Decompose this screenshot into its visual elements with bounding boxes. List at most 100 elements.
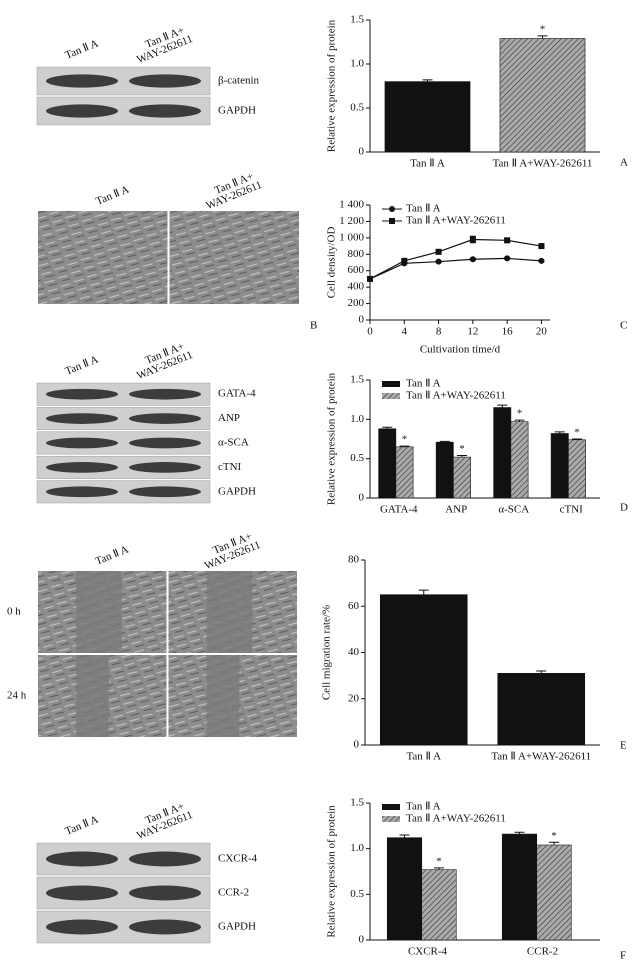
y-tick-label: 600 xyxy=(348,264,365,276)
blot-band xyxy=(129,74,201,88)
panel-letter: E xyxy=(620,740,627,752)
x-tick-label: ANP xyxy=(445,504,467,516)
bar xyxy=(378,428,397,499)
x-tick-label: Tan Ⅱ A+WAY-262611 xyxy=(493,158,593,170)
y-tick-label: 1 200 xyxy=(339,215,364,227)
x-tick-label: 16 xyxy=(502,326,514,338)
blot-band xyxy=(129,104,201,118)
bar xyxy=(497,673,586,746)
legend-label: Tan Ⅱ A+WAY-262611 xyxy=(406,390,506,402)
point xyxy=(469,236,476,243)
bar-hatch xyxy=(395,446,414,498)
annotation: * xyxy=(517,408,523,420)
blot-band xyxy=(46,104,118,118)
bar-hatch xyxy=(499,38,586,153)
x-tick-label: 4 xyxy=(402,326,408,338)
panel-letter: B xyxy=(310,320,317,332)
panel-letter: C xyxy=(620,320,627,332)
error-bar xyxy=(418,589,429,595)
blot-strip xyxy=(36,431,211,455)
bar xyxy=(386,837,423,941)
y-tick-label: 0 xyxy=(359,146,365,158)
y-tick-label: 400 xyxy=(348,281,365,293)
protein-label: α-SCA xyxy=(218,437,249,449)
annotation: * xyxy=(540,23,546,35)
bar-hatch xyxy=(536,845,572,940)
protein-label: GAPDH xyxy=(218,105,256,117)
y-tick-label: 1.5 xyxy=(350,374,364,386)
panel-letter: F xyxy=(620,950,626,962)
legend-swatch xyxy=(382,804,400,810)
point xyxy=(538,243,545,250)
error-bar xyxy=(399,445,410,447)
y-tick-label: 40 xyxy=(348,646,360,658)
lane-label: Tan Ⅱ A xyxy=(64,814,101,838)
y-tick-label: 0.5 xyxy=(350,452,364,464)
legend-swatch xyxy=(382,381,400,387)
x-tick-label: Tan Ⅱ A xyxy=(406,751,441,763)
protein-label: CXCR-4 xyxy=(218,853,258,865)
error-bar xyxy=(457,455,467,458)
lane-label: Tan Ⅱ A xyxy=(64,38,101,62)
y-tick-label: 80 xyxy=(348,554,360,566)
lane-label: Tan Ⅱ A xyxy=(94,184,131,208)
scratch-gap xyxy=(76,655,109,737)
y-tick-label: 1.0 xyxy=(350,58,364,70)
blot-band xyxy=(129,462,201,473)
bar-hatch xyxy=(421,869,457,940)
blot-band xyxy=(129,919,201,935)
point xyxy=(469,256,476,263)
panel-letter: D xyxy=(620,502,628,514)
protein-label: GATA-4 xyxy=(218,388,256,400)
point xyxy=(367,275,373,282)
panel-letter: A xyxy=(620,157,628,169)
scratch-gap xyxy=(206,571,253,653)
error-bar xyxy=(497,404,508,408)
legend-marker xyxy=(389,206,395,212)
annotation: * xyxy=(574,427,580,439)
error-bar xyxy=(514,831,525,835)
y-tick-label: 0 xyxy=(354,739,360,751)
y-tick-label: 200 xyxy=(348,297,365,309)
bar xyxy=(550,433,569,499)
legend-label: Tan Ⅱ A xyxy=(406,378,441,390)
x-tick-label: 8 xyxy=(436,326,442,338)
legend-hatch xyxy=(382,816,400,822)
blot-band xyxy=(46,486,118,498)
blot-band xyxy=(46,413,118,424)
y-tick-label: 20 xyxy=(348,692,360,704)
x-tick-label: CCR-2 xyxy=(527,946,558,958)
x-tick-label: 12 xyxy=(467,326,478,338)
row-label: 24 h xyxy=(7,690,27,702)
lane-label: Tan Ⅱ A xyxy=(94,544,131,568)
x-tick-label: Tan Ⅱ A+WAY-262611 xyxy=(491,751,591,763)
annotation: * xyxy=(459,443,465,455)
blot-band xyxy=(46,919,118,935)
micrograph xyxy=(38,211,168,304)
blot-strip xyxy=(36,382,211,406)
bar xyxy=(493,407,512,499)
x-tick-label: Tan Ⅱ A xyxy=(410,158,445,170)
blot-strip xyxy=(36,480,211,504)
point xyxy=(504,237,511,244)
error-bar xyxy=(549,841,559,846)
legend-label: Tan Ⅱ A+WAY-262611 xyxy=(406,215,506,227)
bar-hatch xyxy=(510,421,529,498)
y-tick-label: 1 000 xyxy=(339,231,364,243)
protein-label: β-catenin xyxy=(218,75,260,87)
error-bar xyxy=(514,419,525,422)
y-axis-label: Cell density/OD xyxy=(326,227,338,299)
y-tick-label: 1.5 xyxy=(350,14,364,26)
blot-band xyxy=(46,74,118,88)
legend-marker xyxy=(389,218,395,224)
annotation: * xyxy=(551,830,557,842)
point xyxy=(435,248,442,255)
micrograph xyxy=(169,211,299,304)
y-tick-label: 1.0 xyxy=(350,413,364,425)
y-tick-label: 0.5 xyxy=(350,102,364,114)
x-tick-label: α-SCA xyxy=(498,504,529,516)
blot-band xyxy=(46,388,118,400)
annotation: * xyxy=(402,434,408,446)
legend-label: Tan Ⅱ A+WAY-262611 xyxy=(406,813,506,825)
